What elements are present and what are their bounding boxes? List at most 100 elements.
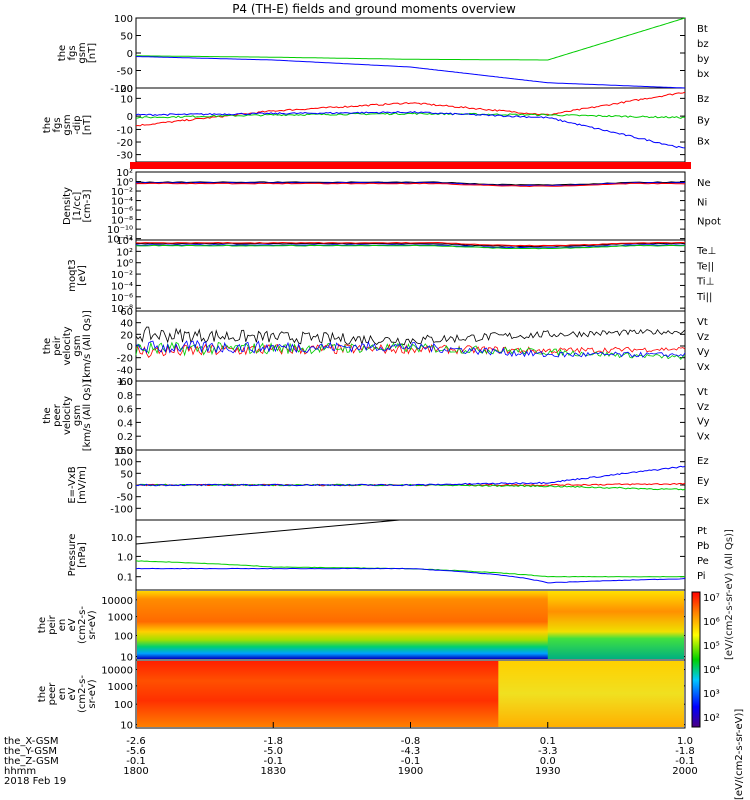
y-axis-label-line: Pressure (67, 534, 78, 577)
legend-vx: Vx (697, 431, 710, 442)
y-tick-label: 20 (120, 330, 133, 341)
y-tick-label: -30 (117, 151, 133, 162)
y-axis-label-line: the (37, 686, 48, 702)
x-tick-label: 1930 (535, 766, 560, 777)
y-axis-label-line: en (57, 619, 68, 632)
x-tick-label: 2000 (672, 766, 697, 777)
y-tick-label: 10000 (101, 596, 133, 607)
y-tick-label: 100 (114, 700, 133, 711)
trace-line (135, 181, 686, 186)
y-tick-label: 10⁻⁸ (111, 304, 133, 315)
y-tick-label: -100 (110, 504, 133, 515)
trace-line (135, 241, 686, 247)
x-tick-label: 0.0 (540, 756, 556, 767)
series-vt-line (135, 326, 686, 346)
y-tick-label: 10⁴ (116, 236, 133, 247)
y-tick-label: 0 (127, 112, 133, 123)
y-axis-label-line: the (42, 117, 53, 133)
y-tick-label: 0.2 (117, 432, 133, 443)
legend-ne: Ne (697, 178, 711, 189)
series-by-line (135, 112, 686, 119)
x-tick-label: -3.3 (538, 746, 558, 757)
y-tick-label: 40 (120, 319, 133, 330)
series-vx-line (135, 339, 686, 358)
x-tick-label: 1800 (123, 766, 148, 777)
x-row-label: hhmm (4, 766, 36, 777)
legend-bz: bz (697, 39, 709, 50)
y-axis-label-line: peer (47, 682, 58, 706)
panel-frame (135, 87, 686, 163)
y-tick-label: 10⁰ (116, 178, 133, 189)
trace-line (135, 182, 686, 188)
legend-pb: Pb (697, 541, 709, 552)
y-tick-label: 10 (120, 721, 133, 732)
y-tick-label: 10⁻² (111, 187, 133, 198)
y-axis-label-line: gsm (62, 114, 73, 135)
legend-by: by (697, 54, 709, 65)
y-axis-label-line: peer (52, 403, 63, 427)
legend-ti: Ti|| (696, 292, 712, 303)
y-tick-label: 50 (120, 469, 133, 480)
y-axis-label-line: gsm (72, 335, 83, 356)
y-axis-label-line: gsm (72, 405, 83, 426)
legend-ex: Ex (697, 496, 709, 507)
y-tick-label: 0.1 (117, 573, 133, 584)
x-tick-label: -0.1 (401, 756, 421, 767)
y-tick-label: 10⁻¹² (107, 235, 133, 246)
legend-vt: Vt (697, 387, 708, 398)
y-axis-label-line: [nPa] (77, 542, 88, 568)
electron-spectrogram-late (498, 661, 684, 727)
series-ex-line (135, 465, 686, 487)
legend-pt: Pt (697, 526, 707, 537)
electron-spectrogram (137, 661, 500, 727)
y-tick-label: 0 (127, 481, 133, 492)
colorbar-tick-label: 10⁷ (703, 593, 720, 604)
y-tick-label: 1.0 (117, 552, 133, 563)
y-tick-label: 100 (114, 458, 133, 469)
y-axis-label-line: fgs (52, 117, 63, 132)
y-axis-label-line: eV (67, 687, 78, 700)
y-tick-label: 100 (114, 14, 133, 25)
ion-spectrogram-late (547, 591, 684, 659)
legend-vx: Vx (697, 362, 710, 373)
y-tick-label: -40 (117, 365, 133, 376)
y-tick-label: 1000 (108, 613, 133, 624)
y-axis-label-line: -dip (72, 115, 83, 134)
colorbar-label-allqs: [eV/(cm2-s-sr-eV) (All Qs)] (724, 529, 735, 660)
legend-bx: bx (697, 69, 709, 80)
panel-frame (135, 239, 686, 312)
y-tick-label: 0.0 (117, 446, 133, 457)
legend-vt: Vt (697, 317, 708, 328)
y-tick-label: 10⁰ (116, 259, 133, 270)
y-tick-label: 0 (127, 342, 133, 353)
y-axis-label-line: the (37, 617, 48, 633)
y-axis-label-line: (cm2-s- (77, 675, 88, 713)
y-tick-label: 20 (120, 84, 133, 95)
y-tick-label: 10⁻⁶ (111, 206, 133, 217)
y-axis-label-line: velocity (62, 326, 73, 365)
y-axis-label-line: fgs (67, 45, 78, 60)
y-tick-label: 60 (120, 307, 133, 318)
x-tick-label: 0.1 (540, 736, 556, 747)
series-by-line (136, 17, 686, 61)
y-tick-label: 10² (116, 247, 133, 258)
trace-line (135, 244, 686, 250)
x-tick-label: 1.0 (677, 736, 693, 747)
legend-ni: Ni (697, 197, 707, 208)
y-axis-label-line: the (42, 338, 53, 354)
y-axis-label-line: the (42, 407, 53, 423)
legend-vy: Vy (697, 347, 710, 358)
y-axis-label-line: sr-eV) (87, 679, 98, 708)
x-tick-label: 1900 (398, 766, 423, 777)
y-axis-label-line: peir (52, 335, 63, 355)
colorbar-label: [eV/(cm2-s-sr-eV)] (734, 709, 745, 800)
panel-3: 10²10⁰10⁻²10⁻⁴10⁻⁶10⁻⁸10⁻¹⁰10⁻¹²Density[… (62, 168, 721, 246)
y-tick-label: 10⁻⁴ (111, 281, 133, 292)
y-tick-label: 1.0 (117, 377, 133, 388)
y-axis-label-line: eV (67, 618, 78, 631)
y-axis-label-line: [eV] (77, 265, 88, 286)
colorbar-tick-label: 10⁵ (703, 641, 720, 652)
